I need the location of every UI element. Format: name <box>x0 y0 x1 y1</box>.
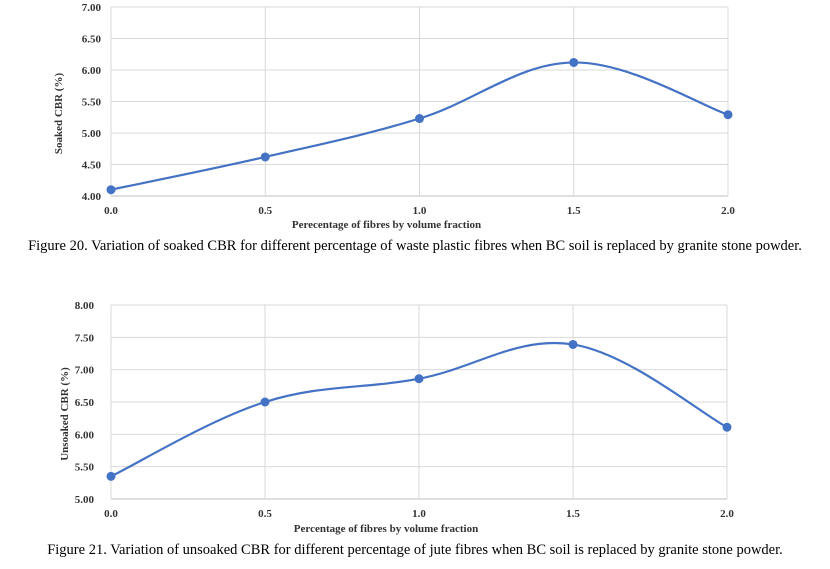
figure-20-caption: Figure 20. Variation of soaked CBR for d… <box>28 238 802 254</box>
x-tick-label: 1.5 <box>567 205 581 217</box>
data-point <box>568 339 578 349</box>
data-point <box>569 57 579 67</box>
x-tick-label: 1.0 <box>412 508 426 520</box>
unsoaked-cbr-chart: 5.00 5.50 6.00 6.50 7.00 7.50 8.00 0.0 0.5 1.0 1.5… <box>59 300 734 535</box>
figure-21-caption: Figure 21. Variation of unsoaked CBR for… <box>47 542 783 558</box>
y-tick-label: 5.00 <box>82 128 102 140</box>
x-tick-label: 1.5 <box>566 508 580 520</box>
y-tick-label: 6.00 <box>82 65 102 77</box>
y-tick-label: 7.00 <box>75 365 95 377</box>
data-point <box>722 422 732 432</box>
data-point <box>260 397 270 407</box>
data-point <box>106 471 116 481</box>
x-tick-label: 1.0 <box>413 205 427 217</box>
y-tick-label: 7.00 <box>82 2 102 14</box>
x-tick-label: 0.0 <box>104 205 118 217</box>
y-tick-label: 5.50 <box>75 462 95 474</box>
x-axis-title: Perecentage of fibres by volume fraction <box>292 219 481 231</box>
data-point <box>106 185 116 195</box>
y-tick-label: 6.00 <box>75 429 95 441</box>
x-tick-label: 2.0 <box>721 205 735 217</box>
y-tick-label: 4.50 <box>82 160 102 172</box>
data-point <box>723 110 733 120</box>
y-tick-label: 6.50 <box>75 397 95 409</box>
x-axis-title: Percentage of fibres by volume fraction <box>294 523 478 535</box>
x-tick-label: 0.5 <box>258 508 272 520</box>
x-tick-label: 0.5 <box>258 205 272 217</box>
y-axis-title: Soaked CBR (%) <box>53 73 65 155</box>
y-tick-label: 4.00 <box>82 191 102 203</box>
soaked-cbr-chart: 4.00 4.50 5.00 5.50 6.00 6.50 7.00 0.0 0.5 1.0 1.5… <box>53 2 735 231</box>
y-axis-title: Unsoaked CBR (%) <box>59 367 71 461</box>
data-point <box>260 152 270 162</box>
data-point <box>414 374 424 384</box>
x-tick-label: 2.0 <box>720 508 734 520</box>
y-tick-label: 8.00 <box>75 300 95 312</box>
y-tick-label: 6.50 <box>82 34 102 46</box>
y-tick-label: 5.50 <box>82 97 102 109</box>
data-point <box>415 114 424 124</box>
y-tick-label: 5.00 <box>75 494 95 506</box>
y-tick-label: 7.50 <box>75 332 95 344</box>
x-tick-label: 0.0 <box>104 508 118 520</box>
